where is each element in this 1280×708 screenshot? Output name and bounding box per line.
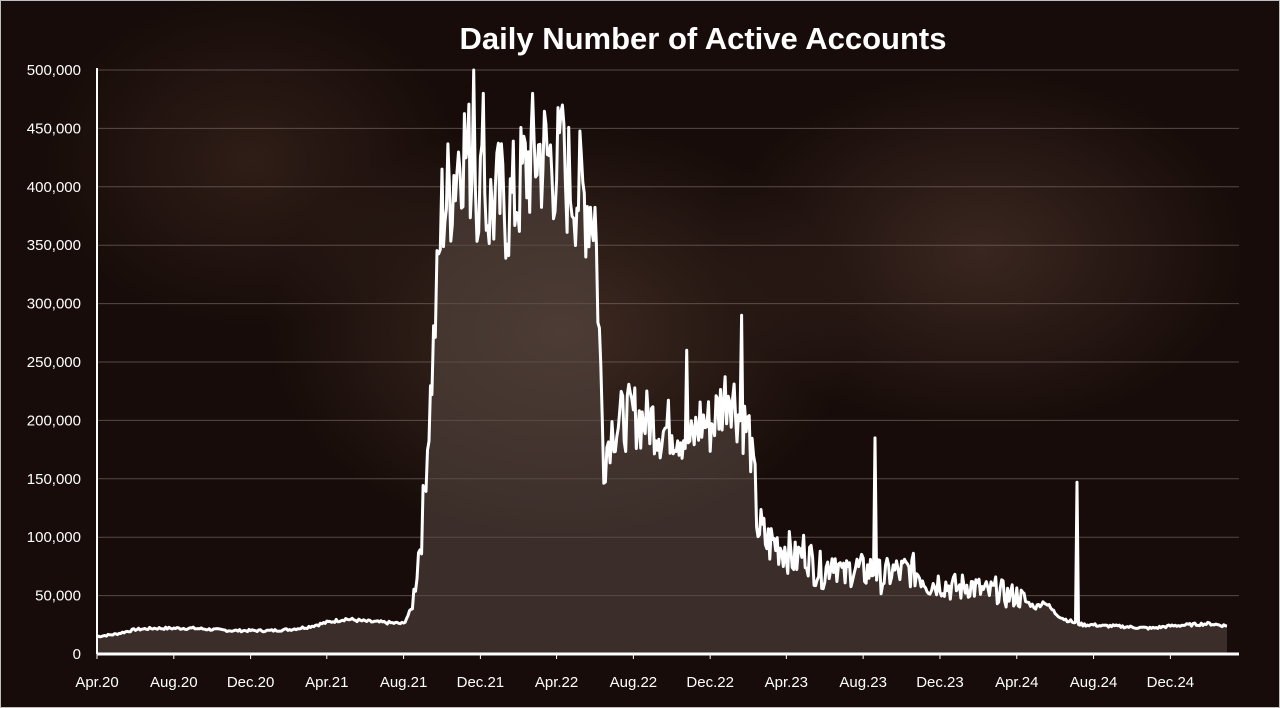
x-tick-label: Dec.21 bbox=[457, 674, 505, 691]
x-tick-label: Aug.22 bbox=[610, 674, 658, 691]
series-area-fill bbox=[97, 70, 1227, 654]
x-tick-label: Apr.22 bbox=[535, 674, 578, 691]
chart-title: Daily Number of Active Accounts bbox=[460, 21, 947, 56]
x-tick-label: Apr.21 bbox=[305, 674, 348, 691]
x-tick-label: Aug.21 bbox=[380, 674, 428, 691]
y-tick-label: 200,000 bbox=[27, 412, 81, 429]
y-tick-label: 500,000 bbox=[27, 62, 81, 79]
y-tick-label: 100,000 bbox=[27, 529, 81, 546]
x-tick-label: Dec.20 bbox=[227, 674, 275, 691]
axis-layer bbox=[96, 68, 1239, 659]
x-tick-label: Aug.20 bbox=[150, 674, 198, 691]
x-tick-label: Dec.24 bbox=[1147, 674, 1195, 691]
y-tick-label: 450,000 bbox=[27, 120, 81, 137]
y-tick-label: 150,000 bbox=[27, 471, 81, 488]
y-tick-label: 50,000 bbox=[35, 588, 81, 605]
x-tick-label: Apr.20 bbox=[75, 674, 118, 691]
x-tick-label: Apr.23 bbox=[765, 674, 808, 691]
y-tick-label: 250,000 bbox=[27, 354, 81, 371]
x-tick-label: Dec.23 bbox=[916, 674, 964, 691]
x-tick-label: Aug.23 bbox=[839, 674, 887, 691]
y-tick-label: 0 bbox=[73, 646, 81, 663]
y-tick-label: 350,000 bbox=[27, 237, 81, 254]
x-tick-label: Dec.22 bbox=[686, 674, 734, 691]
y-tick-label: 300,000 bbox=[27, 296, 81, 313]
x-tick-label: Apr.24 bbox=[995, 674, 1038, 691]
grid-layer bbox=[97, 69, 1239, 597]
area-layer bbox=[96, 68, 1228, 654]
label-layer: 0 50,000 100,000 150,000 200,000 250,000 300,0… bbox=[27, 62, 1194, 691]
x-tick-label: Aug.24 bbox=[1070, 674, 1118, 691]
y-tick-label: 400,000 bbox=[27, 179, 81, 196]
series-line-active-accounts bbox=[96, 68, 1228, 639]
